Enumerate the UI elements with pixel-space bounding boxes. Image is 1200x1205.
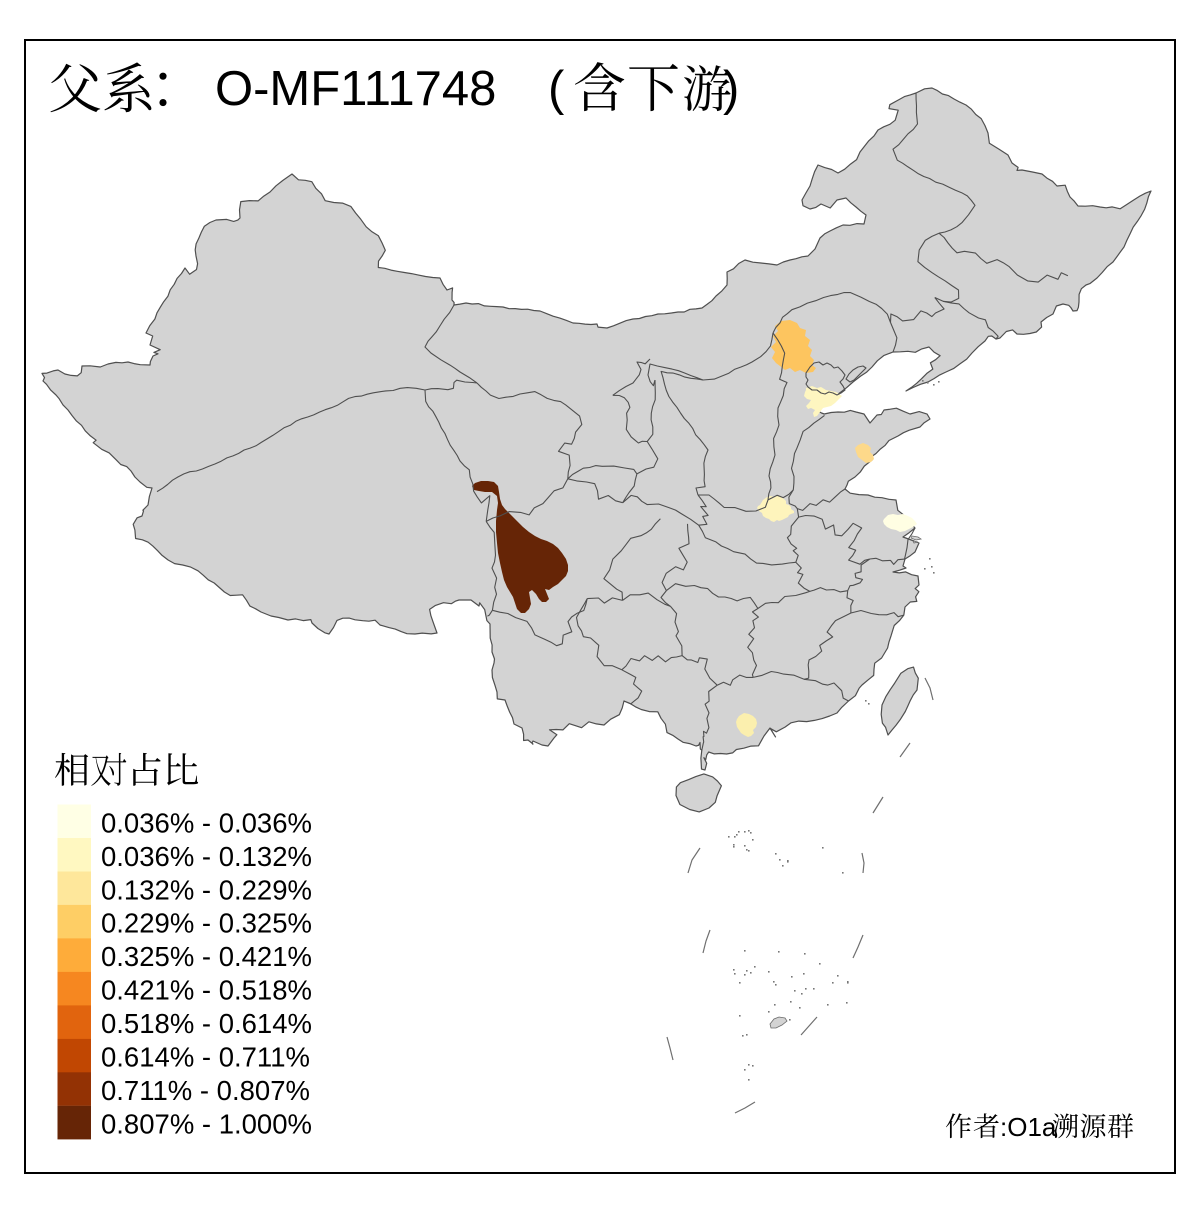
svg-text:): ) <box>723 62 739 116</box>
svg-text:0.036% - 0.132%: 0.036% - 0.132% <box>101 841 312 872</box>
svg-text:0.132% - 0.229%: 0.132% - 0.229% <box>101 874 312 905</box>
svg-text:(: ( <box>548 62 565 116</box>
svg-text:0.036% - 0.036%: 0.036% - 0.036% <box>101 807 312 838</box>
svg-text:0.229% - 0.325%: 0.229% - 0.325% <box>101 908 312 939</box>
svg-text:0.421% - 0.518%: 0.421% - 0.518% <box>101 975 312 1006</box>
svg-text:0.614% - 0.711%: 0.614% - 0.711% <box>101 1042 310 1073</box>
svg-text::O1a: :O1a <box>1000 1112 1057 1142</box>
svg-text:0.518% - 0.614%: 0.518% - 0.614% <box>101 1008 312 1039</box>
svg-text:O-MF111748: O-MF111748 <box>215 62 496 116</box>
svg-text:0.807% - 1.000%: 0.807% - 1.000% <box>101 1109 312 1140</box>
svg-text:0.711% - 0.807%: 0.711% - 0.807% <box>101 1075 310 1106</box>
svg-text:0.325% - 0.421%: 0.325% - 0.421% <box>101 941 312 972</box>
